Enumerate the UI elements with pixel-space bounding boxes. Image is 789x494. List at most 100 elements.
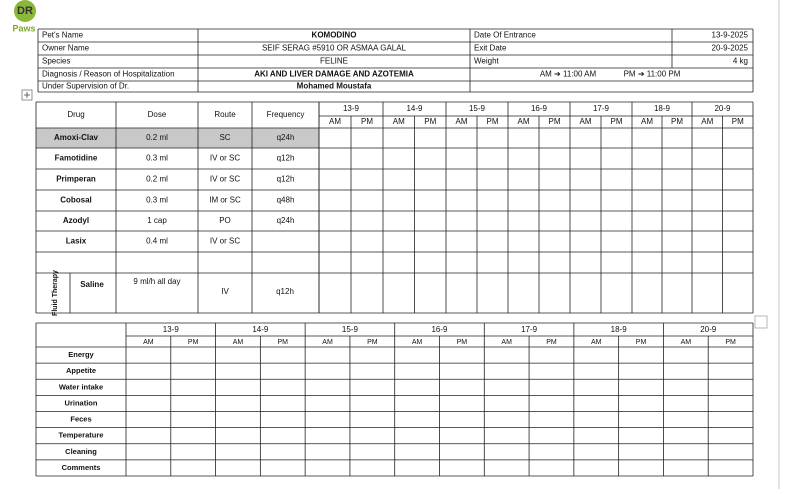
- day-header: 15-9: [469, 104, 486, 113]
- shift-header: AM: [580, 117, 592, 126]
- drug-cell: Primperan: [56, 175, 96, 184]
- dose-cell: 9 ml/h all day: [133, 277, 180, 286]
- observation-label: Feces: [70, 415, 91, 424]
- day-header: 17-9: [521, 325, 538, 334]
- day-header: 16-9: [431, 325, 448, 334]
- drug-cell: Lasix: [66, 237, 87, 246]
- shift-header: AM: [641, 117, 653, 126]
- day-header: 17-9: [593, 104, 610, 113]
- shift-header: AM: [412, 339, 423, 346]
- route-cell: IV or SC: [210, 154, 240, 163]
- observation-label: Water intake: [59, 382, 103, 391]
- shift-header: PM: [367, 339, 378, 346]
- shift-header: AM: [322, 339, 333, 346]
- day-header: 16-9: [531, 104, 548, 113]
- logo-circle: [14, 0, 36, 22]
- drug-cell: Saline: [80, 280, 104, 289]
- move-handle[interactable]: [21, 89, 33, 101]
- day-header: 14-9: [252, 325, 269, 334]
- logo-subtext: Paws: [12, 23, 35, 33]
- observation-label: Urination: [65, 398, 98, 407]
- shift-header: AM: [233, 339, 244, 346]
- observation-label: Energy: [68, 350, 94, 359]
- shift-header: PM: [424, 117, 436, 126]
- dose-cell: 0.2 ml: [146, 175, 168, 184]
- observation-label: Cleaning: [65, 447, 97, 456]
- column-header: Frequency: [267, 110, 305, 119]
- move-handle-icon: [24, 92, 30, 98]
- shift-header: PM: [278, 339, 289, 346]
- info-value: 20-9-2025: [712, 44, 749, 53]
- frequency-cell: q48h: [277, 196, 295, 205]
- shift-header: PM: [188, 339, 199, 346]
- shift-header: PM: [457, 339, 468, 346]
- day-header: 18-9: [611, 325, 628, 334]
- highlight: [36, 128, 319, 148]
- shift-header: PM: [361, 117, 373, 126]
- frequency-cell: q12h: [277, 175, 295, 184]
- shift-header: AM: [501, 339, 512, 346]
- shift-header: AM: [681, 339, 692, 346]
- column-header: Drug: [67, 110, 84, 119]
- info-label: Weight: [474, 57, 500, 66]
- info-value: SEIF SERAG #5910 OR ASMAA GALAL: [262, 44, 407, 53]
- info-value: FELINE: [320, 57, 348, 66]
- info-label: Under Supervision of Dr.: [42, 82, 129, 91]
- route-cell: SC: [219, 133, 230, 142]
- route-cell: IV or SC: [210, 175, 240, 184]
- frequency-cell: q24h: [277, 216, 295, 225]
- info-label: Diagnosis / Reason of Hospitalization: [42, 70, 175, 79]
- shift-header: AM: [143, 339, 154, 346]
- observation-label: Temperature: [59, 431, 104, 440]
- shift-header: PM: [725, 339, 736, 346]
- route-cell: IM or SC: [209, 196, 241, 205]
- resize-handle[interactable]: [754, 315, 768, 329]
- shift-header: PM: [487, 117, 499, 126]
- day-header: 18-9: [654, 104, 671, 113]
- shift-header: PM: [671, 117, 683, 126]
- route-cell: IV or SC: [210, 237, 240, 246]
- day-header: 20-9: [700, 325, 717, 334]
- day-header: 20-9: [714, 104, 731, 113]
- day-header: 13-9: [343, 104, 360, 113]
- drug-cell: Famotidine: [55, 154, 98, 163]
- dose-cell: 0.3 ml: [146, 196, 168, 205]
- observation-label: Comments: [62, 463, 101, 472]
- frequency-cell: q12h: [276, 287, 294, 296]
- info-label: Date Of Entrance: [474, 31, 536, 40]
- info-value: 4 kg: [733, 57, 748, 66]
- shift-header: AM: [393, 117, 405, 126]
- info-label: Owner Name: [42, 44, 90, 53]
- day-header: 14-9: [406, 104, 423, 113]
- shift-header: PM: [636, 339, 647, 346]
- route-cell: IV: [221, 287, 229, 296]
- logo-text: DR: [17, 5, 33, 17]
- shift-header: AM: [701, 117, 713, 126]
- frequency-cell: q12h: [277, 154, 295, 163]
- route-cell: PO: [219, 216, 231, 225]
- day-header: 15-9: [342, 325, 359, 334]
- drug-cell: Azodyl: [63, 216, 89, 225]
- drug-cell: Amoxi-Clav: [54, 133, 99, 142]
- shift-header: AM: [518, 117, 530, 126]
- info-label: Pet's Name: [42, 31, 84, 40]
- observation-label: Appetite: [66, 366, 96, 375]
- column-header: Dose: [148, 110, 167, 119]
- column-header: Route: [214, 110, 236, 119]
- fluid-label: Fluid Therapy: [52, 270, 59, 316]
- shift-header: PM: [549, 117, 561, 126]
- info-value: Mohamed Moustafa: [297, 82, 372, 91]
- time-value: PM ➔ 11:00 PM: [624, 70, 681, 79]
- info-value: 13-9-2025: [712, 31, 749, 40]
- drug-cell: Cobosal: [60, 196, 92, 205]
- shift-header: AM: [329, 117, 341, 126]
- shift-header: AM: [456, 117, 468, 126]
- info-value: AKI AND LIVER DAMAGE AND AZOTEMIA: [254, 70, 414, 79]
- info-label: Exit Date: [474, 44, 507, 53]
- shift-header: PM: [546, 339, 557, 346]
- shift-header: AM: [591, 339, 602, 346]
- shift-header: PM: [611, 117, 623, 126]
- dose-cell: 0.3 ml: [146, 154, 168, 163]
